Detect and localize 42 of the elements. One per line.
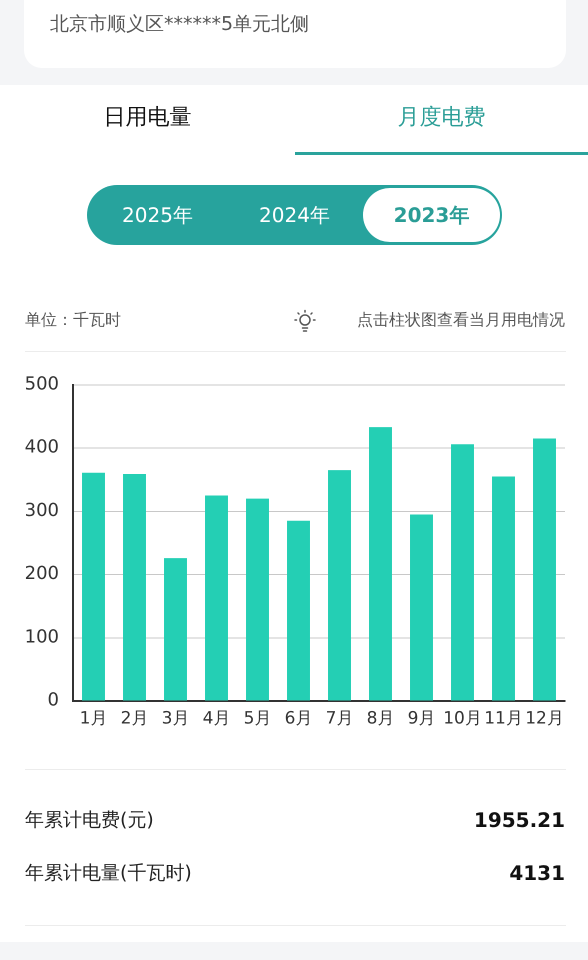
x-tick-label: 9月 (408, 708, 436, 729)
y-tick-label: 200 (24, 563, 59, 584)
tab[interactable]: 月度电费 (295, 100, 588, 136)
bar (533, 438, 556, 700)
x-tick-label: 11月 (484, 708, 523, 729)
x-tick-label: 2月 (120, 708, 148, 729)
text: 4131 (509, 860, 565, 886)
bar (82, 472, 105, 700)
bar (369, 427, 392, 700)
x-tick-label: 6月 (284, 708, 312, 729)
y-tick-label: 100 (24, 626, 59, 648)
bar (328, 470, 351, 700)
y-tick-label: 400 (24, 436, 59, 458)
x-tick-label: 4月 (202, 708, 230, 729)
y-tick-label: 300 (24, 500, 59, 521)
text: 1955.21 (474, 807, 565, 833)
text: 点击柱状图查看当月用电情况 (357, 309, 565, 331)
x-tick-label: 1月 (80, 708, 108, 729)
bar (287, 520, 310, 700)
text: 年累计电费(元) (25, 808, 154, 833)
x-tick-label: 5月 (244, 708, 272, 729)
x-tick-label: 12月 (525, 708, 564, 729)
y-axis-title: 单位：千瓦时 (25, 309, 121, 331)
segment-button[interactable]: 2024年 (226, 188, 363, 242)
x-tick-label: 10月 (443, 708, 482, 729)
y-tick-label: 0 (48, 690, 59, 711)
bar (492, 476, 515, 700)
y-tick-label: 500 (24, 373, 59, 394)
x-tick-label: 8月 (366, 708, 394, 729)
bar (205, 495, 228, 700)
segment-button[interactable]: 2023年 (363, 188, 500, 242)
bar (410, 514, 433, 700)
x-tick-label: 3月 (162, 708, 190, 729)
bar (451, 444, 474, 700)
bar (246, 498, 269, 700)
bar (123, 474, 146, 700)
tab[interactable]: 日用电量 (0, 100, 295, 136)
text: 北京市顺义区******5单元北侧 (50, 12, 310, 37)
x-tick-label: 7月 (326, 708, 354, 729)
segment-button[interactable]: 2025年 (89, 188, 226, 242)
text: 年累计电量(千瓦时) (25, 861, 192, 886)
bar (164, 558, 187, 700)
